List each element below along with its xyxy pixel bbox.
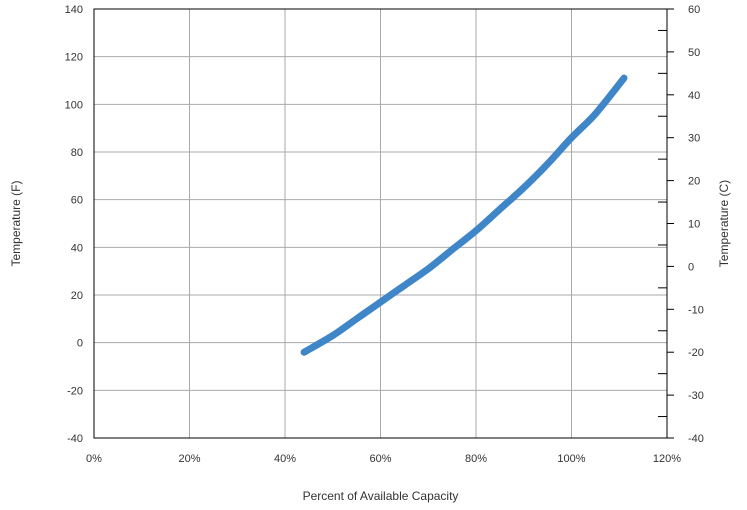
y2-tick-label: 30 (688, 133, 700, 145)
y2-tick-label: 10 (688, 219, 700, 231)
y2-tick-label: 60 (688, 4, 700, 16)
x-tick-label: 40% (274, 453, 296, 465)
series-line (300, 74, 628, 356)
y-tick-label: 120 (65, 52, 83, 64)
x-axis-label: Percent of Available Capacity (303, 489, 459, 503)
x-tick-label: 80% (465, 453, 487, 465)
x-tick-label: 100% (557, 453, 585, 465)
y-tick-label: 100 (65, 99, 83, 111)
ticks: 0% 20% 40% 60% 80% 100% 120%-40-20020406080100… (65, 4, 704, 465)
y2-tick-label: 50 (688, 47, 700, 59)
x-tick-label: 0% (86, 453, 102, 465)
y-tick-label: 20 (71, 290, 83, 302)
x-tick-label: 60% (369, 453, 391, 465)
y-tick-label: 60 (71, 195, 83, 207)
y-axis-label: Temperature (F) (9, 180, 23, 266)
y-tick-label: -40 (67, 433, 83, 445)
x-tick-label: 120% (653, 453, 681, 465)
y2-tick-label: -30 (688, 390, 704, 402)
y2-tick-label: 0 (688, 261, 694, 273)
y-tick-label: 80 (71, 147, 83, 159)
y2-tick-label: 20 (688, 176, 700, 188)
y-tick-label: 40 (71, 242, 83, 254)
y-tick-label: 140 (65, 4, 83, 16)
grid (94, 9, 667, 438)
series-layer (300, 74, 628, 356)
y-tick-label: 0 (77, 338, 83, 350)
y2-axis-label: Temperature (C) (717, 180, 731, 267)
x-tick-label: 20% (178, 453, 200, 465)
y2-tick-label: -10 (688, 304, 704, 316)
y-tick-label: -20 (67, 385, 83, 397)
y2-tick-label: -40 (688, 433, 704, 445)
y2-tick-label: 40 (688, 90, 700, 102)
y2-tick-label: -20 (688, 347, 704, 359)
